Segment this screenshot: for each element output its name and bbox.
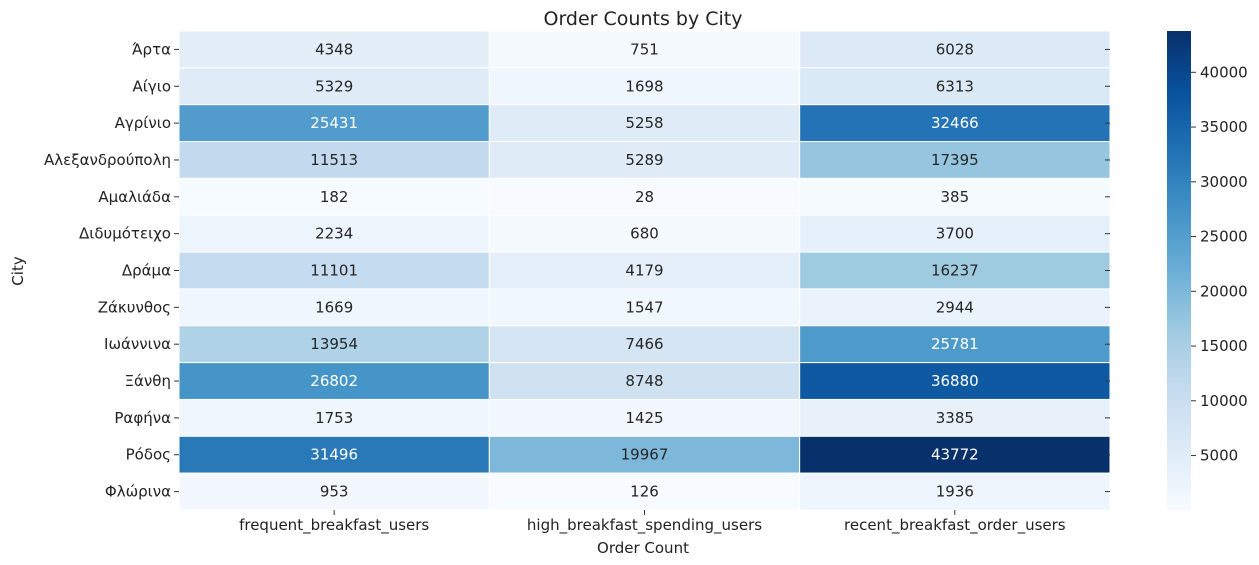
cell-value-label: 19967 — [621, 446, 669, 464]
colorbar: 5000 10000 15000 20000 25000 30000 35000 40000 — [1167, 31, 1248, 510]
cell-value-label: 953 — [320, 483, 349, 501]
cell-value-label: 751 — [630, 40, 659, 58]
colorbar-ticks: 5000 10000 15000 20000 25000 30000 35000 40000 — [1191, 63, 1248, 465]
colorbar-tick-label: 35000 — [1200, 118, 1248, 136]
row-tick-label: Ξάνθη — [125, 372, 171, 390]
cell-value-label: 13954 — [310, 335, 358, 353]
heatmap-cell — [178, 472, 490, 511]
heatmap-cell — [799, 30, 1111, 69]
row-tick-label: Δράμα — [122, 262, 171, 280]
cell-value-label: 4348 — [315, 40, 353, 58]
row-tick-label: Φλώρινα — [105, 483, 171, 501]
cell-value-label: 36880 — [931, 372, 979, 390]
heatmap-cell — [799, 67, 1111, 106]
cell-value-label: 25431 — [310, 114, 358, 132]
cell-value-label: 680 — [630, 225, 659, 243]
cell-value-label: 1936 — [936, 483, 974, 501]
row-tick-label: Ρόδος — [126, 446, 171, 464]
column-tick-label: frequent_breakfast_users — [239, 516, 429, 535]
row-tick-label: Ραφήνα — [114, 409, 171, 427]
column-tick-label: recent_breakfast_order_users — [844, 516, 1066, 535]
heatmap-cell — [488, 30, 801, 69]
heatmap-cell — [178, 251, 490, 290]
row-tick-labels: Άρτα Αίγιο Αγρίνιο Αλεξανδρούπολη Αμαλιάδα Δι… — [44, 40, 1110, 501]
heatmap-cell — [178, 67, 490, 106]
heatmap-cell — [488, 177, 801, 216]
heatmap-cell — [799, 251, 1111, 290]
cell-value-label: 43772 — [931, 446, 979, 464]
cell-value-label: 6313 — [936, 77, 974, 95]
colorbar-tick-label: 25000 — [1200, 228, 1248, 246]
heatmap-cell — [799, 141, 1111, 179]
cell-value-label: 6028 — [936, 40, 974, 58]
heatmap-cell — [488, 251, 801, 290]
cell-value-label: 1753 — [315, 409, 353, 427]
cell-value-label: 31496 — [310, 446, 358, 464]
cell-value-label: 25781 — [931, 335, 979, 353]
cell-value-label: 4179 — [625, 262, 663, 280]
heatmap-cell — [799, 325, 1111, 364]
heatmap-cell — [178, 288, 490, 327]
colorbar-tick-label: 5000 — [1200, 447, 1238, 465]
cell-value-label: 126 — [630, 483, 659, 501]
colorbar-tick-label: 30000 — [1200, 173, 1248, 191]
cell-value-label: 1547 — [625, 298, 663, 316]
cell-value-label: 385 — [941, 188, 970, 206]
colorbar-tick-label: 20000 — [1200, 282, 1248, 300]
cell-value-label: 5258 — [625, 114, 663, 132]
cell-value-label: 5329 — [315, 77, 353, 95]
cell-value-label: 2234 — [315, 225, 353, 243]
heatmap-cell — [178, 362, 490, 400]
y-axis-label: City — [9, 256, 27, 286]
chart-title: Order Counts by City — [544, 8, 743, 30]
heatmap-cell — [488, 472, 801, 511]
column-tick-labels: frequent_breakfast_users high_breakfast_s… — [239, 510, 1066, 535]
heatmap-cell — [178, 325, 490, 364]
row-tick-label: Αγρίνιο — [115, 114, 171, 132]
heatmap-cell — [178, 141, 490, 179]
heatmap-cell — [799, 435, 1111, 474]
heatmap-cells: 4348 751 6028 5329 1698 6313 25431 5258 32466 115… — [178, 30, 1111, 511]
row-tick-label: Διδυμότειχο — [79, 225, 171, 243]
cell-value-label: 7466 — [625, 335, 663, 353]
heatmap-cell — [178, 398, 490, 437]
heatmap-cell — [178, 30, 490, 69]
colorbar-gradient — [1167, 31, 1191, 510]
heatmap-cell — [488, 288, 801, 327]
cell-value-label: 17395 — [931, 151, 979, 169]
cell-value-label: 1425 — [625, 409, 663, 427]
cell-value-label: 182 — [320, 188, 349, 206]
column-tick-label: high_breakfast_spending_users — [527, 516, 762, 535]
cell-value-label: 11513 — [310, 151, 358, 169]
colorbar-tick-label: 10000 — [1200, 392, 1248, 410]
cell-value-label: 16237 — [931, 262, 979, 280]
cell-value-label: 26802 — [310, 372, 358, 390]
row-tick-label: Ιωάννινα — [104, 335, 171, 353]
cell-value-label: 3700 — [936, 225, 974, 243]
heatmap-cell — [799, 472, 1111, 511]
colorbar-tick-label: 15000 — [1200, 337, 1248, 355]
x-axis-label: Order Count — [597, 539, 689, 557]
row-tick-label: Ζάκυνθος — [98, 298, 171, 316]
heatmap-cell — [488, 104, 801, 143]
row-tick-label: Άρτα — [132, 40, 171, 58]
row-tick-label: Αίγιο — [133, 77, 171, 95]
cell-value-label: 28 — [635, 188, 654, 206]
heatmap-cell — [488, 214, 801, 253]
cell-value-label: 1698 — [625, 77, 663, 95]
cell-value-label: 1669 — [315, 298, 353, 316]
heatmap-cell — [799, 214, 1111, 253]
cell-value-label: 8748 — [625, 372, 663, 390]
row-tick-label: Αλεξανδρούπολη — [44, 151, 171, 169]
colorbar-tick-label: 40000 — [1200, 63, 1248, 81]
cell-value-label: 11101 — [310, 262, 358, 280]
cell-value-label: 3385 — [936, 409, 974, 427]
cell-value-label: 2944 — [936, 298, 974, 316]
row-tick-label: Αμαλιάδα — [98, 188, 171, 206]
heatmap-cell — [488, 362, 801, 400]
cell-value-label: 32466 — [931, 114, 979, 132]
cell-value-label: 5289 — [625, 151, 663, 169]
